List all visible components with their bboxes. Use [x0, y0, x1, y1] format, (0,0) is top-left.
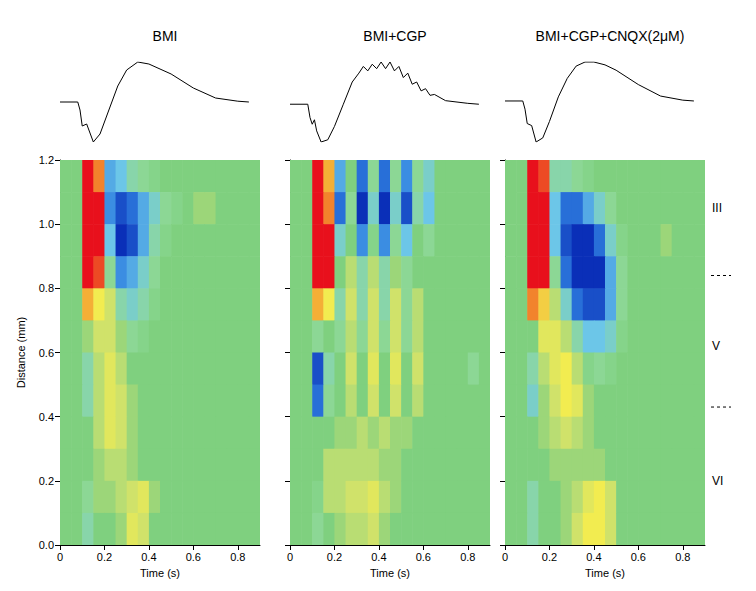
svg-text:0.2: 0.2: [327, 551, 342, 563]
svg-text:0.4: 0.4: [371, 551, 386, 563]
svg-text:0.2: 0.2: [542, 551, 557, 563]
svg-text:0.4: 0.4: [39, 411, 54, 423]
svg-text:0.6: 0.6: [416, 551, 431, 563]
svg-text:1.2: 1.2: [39, 154, 54, 166]
svg-text:Distance (mm): Distance (mm): [15, 317, 27, 389]
svg-text:0.0: 0.0: [39, 539, 54, 551]
svg-text:0.8: 0.8: [230, 551, 245, 563]
svg-text:0.4: 0.4: [141, 551, 156, 563]
svg-text:Time (s): Time (s): [140, 567, 180, 579]
svg-text:0.6: 0.6: [631, 551, 646, 563]
svg-text:BMI: BMI: [153, 28, 178, 44]
svg-text:0.2: 0.2: [97, 551, 112, 563]
svg-text:0.8: 0.8: [460, 551, 475, 563]
svg-text:0.8: 0.8: [39, 282, 54, 294]
svg-text:0.6: 0.6: [186, 551, 201, 563]
svg-text:1.0: 1.0: [39, 218, 54, 230]
svg-text:0: 0: [57, 551, 63, 563]
svg-text:BMI+CGP: BMI+CGP: [363, 28, 426, 44]
svg-text:V: V: [712, 339, 720, 353]
svg-text:0: 0: [287, 551, 293, 563]
svg-text:0: 0: [502, 551, 508, 563]
svg-text:0.6: 0.6: [39, 347, 54, 359]
svg-text:0.2: 0.2: [39, 475, 54, 487]
svg-text:VI: VI: [712, 474, 723, 488]
svg-text:III: III: [712, 201, 722, 215]
svg-text:Time (s): Time (s): [370, 567, 410, 579]
svg-text:Time (s): Time (s): [585, 567, 625, 579]
svg-text:BMI+CGP+CNQX(2μM): BMI+CGP+CNQX(2μM): [536, 28, 685, 44]
svg-text:0.8: 0.8: [675, 551, 690, 563]
svg-text:0.4: 0.4: [586, 551, 601, 563]
